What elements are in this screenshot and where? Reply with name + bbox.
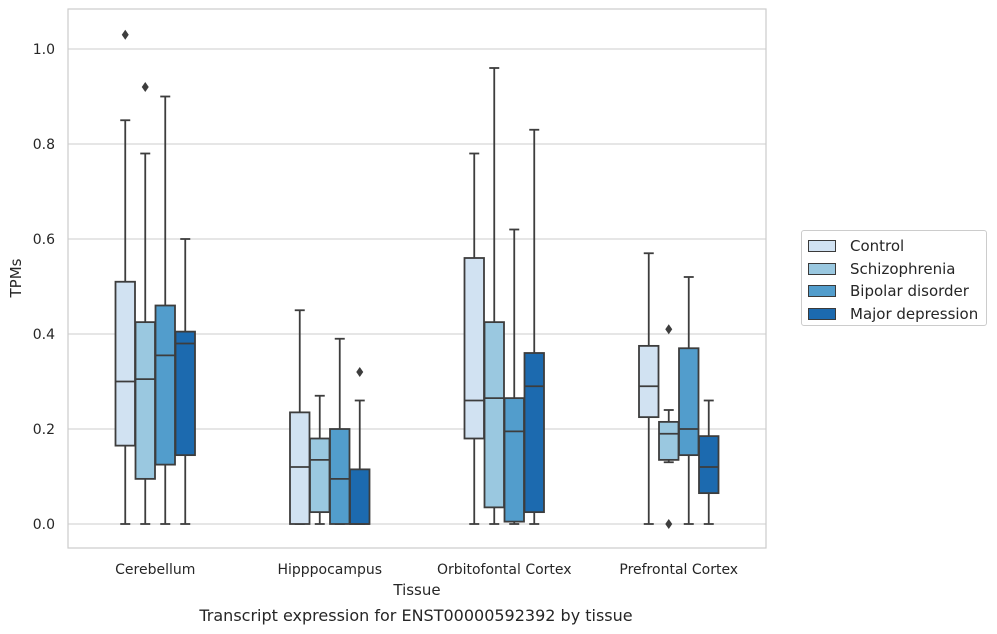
chart-caption: Transcript expression for ENST0000059239… [199,606,633,625]
legend-swatch-bipolar [808,285,836,298]
box [309,437,331,514]
legend-swatch-control [808,240,836,253]
y-axis-label: TPMs [7,258,25,298]
legend-item: Major depression [808,303,986,326]
y-tick-label: 0.8 [33,137,55,153]
legend-label: Bipolar disorder [850,282,969,301]
legend-item: Bipolar disorder [808,280,986,303]
y-tick-label: 0.4 [33,327,55,343]
box [483,321,505,509]
box [349,468,371,525]
box [329,428,351,525]
plot-area [67,8,767,549]
legend: Control Schizophrenia Bipolar disorder M… [801,230,987,326]
box [463,257,485,440]
box [503,397,525,523]
x-axis-label: Tissue [392,581,440,599]
outlier-point [121,29,129,40]
x-tick-label: Prefrontal Cortex [619,562,738,578]
box [174,330,196,457]
outlier-point [665,519,673,529]
y-tick-label: 0.2 [33,422,55,438]
legend-swatch-major-depression [808,307,836,320]
box [114,280,136,447]
box [678,347,700,457]
legend-label: Schizophrenia [850,259,956,278]
legend-label: Control [850,237,905,256]
box [134,321,156,480]
legend-item: Control [808,235,986,258]
outlier-point [665,324,673,335]
y-tick-label: 1.0 [33,42,55,58]
x-tick-label: Cerebellum [115,562,195,578]
outlier-point [356,367,364,377]
box [154,304,176,466]
box [638,344,660,419]
legend-swatch-schizophrenia [808,262,836,275]
legend-label: Major depression [850,304,979,323]
outlier-point [141,82,149,92]
box [523,352,545,514]
box [289,411,311,525]
box [698,435,720,495]
x-tick-label: Orbitofontal Cortex [437,562,572,578]
legend-item: Schizophrenia [808,258,986,281]
y-tick-label: 0.6 [33,232,55,248]
y-tick-label: 0.0 [33,517,55,533]
box [658,420,680,461]
x-tick-label: Hipppocampus [277,562,382,578]
